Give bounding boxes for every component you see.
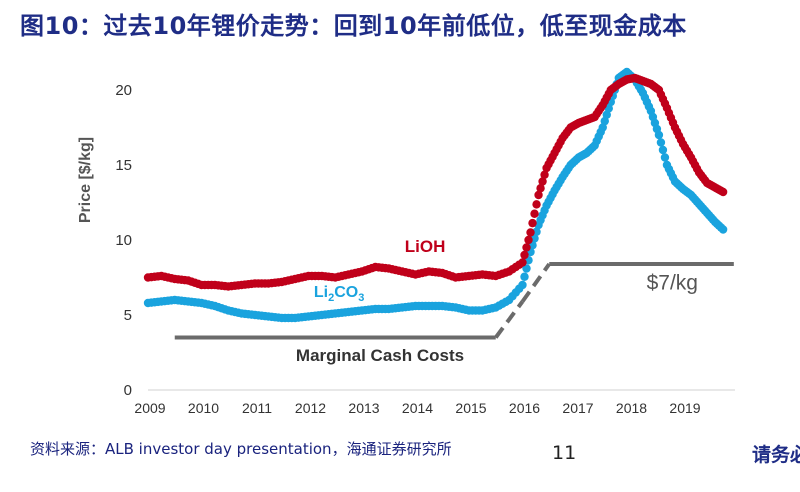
x-tick-label-2012: 2012 [295, 400, 326, 416]
cost-line-segment [494, 300, 525, 339]
y-axis-label: Price [$/kg] [77, 137, 94, 223]
cost-value-label: $7/kg [647, 272, 698, 295]
y-tick-label-20: 20 [115, 82, 132, 99]
lioh-label: LiOH [405, 237, 446, 256]
y-axis-ticks: 0 5 10 15 20 [115, 82, 132, 399]
x-tick-label-2016: 2016 [509, 400, 540, 416]
li2co3-point [522, 264, 531, 273]
x-tick-label-2018: 2018 [616, 400, 647, 416]
page-title: 图10：过去10年锂价走势：回到10年前低位，低至现金成本 [20, 12, 687, 40]
y-tick-label-5: 5 [124, 307, 132, 324]
li2co3-point [602, 110, 611, 119]
footer-notice: 请务必 [752, 444, 800, 466]
y-tick-label-10: 10 [115, 232, 132, 249]
lioh-point [520, 250, 529, 260]
lioh-point [530, 209, 539, 218]
li2co3-point [600, 116, 609, 126]
li2co3-point [520, 272, 529, 281]
lioh-point [534, 190, 543, 200]
source-note: 资料来源：ALB investor day presentation，海通证券研… [30, 440, 452, 458]
lioh-point [528, 218, 537, 228]
x-tick-label-2011: 2011 [242, 400, 272, 416]
lioh-point [522, 243, 531, 252]
y-tick-label-0: 0 [124, 382, 132, 399]
x-tick-label-2017: 2017 [562, 400, 593, 416]
lioh-point [524, 235, 533, 245]
li2co3-label-sub: 3 [358, 292, 364, 304]
li2co3-point [656, 138, 666, 147]
x-tick-label-2019: 2019 [669, 400, 700, 416]
cost-line-label: Marginal Cash Costs [296, 346, 464, 365]
x-axis-ticks: 2009 2010 2011 2012 2013 2014 2015 2016 2017 2018… [134, 400, 700, 416]
lioh-point [532, 200, 541, 209]
x-tick-label-2015: 2015 [455, 400, 486, 416]
lioh-point [718, 187, 728, 197]
x-tick-label-2009: 2009 [134, 400, 165, 416]
lioh-point [536, 184, 545, 193]
chart-annotations: LiOH Li2CO3 $7/kg [314, 237, 698, 304]
page-number: 11 [552, 442, 577, 464]
x-tick-label-2013: 2013 [348, 400, 379, 416]
lioh-point [518, 258, 527, 267]
li2co3-label-sub: 2 [328, 292, 334, 304]
lioh-point [526, 228, 535, 237]
x-tick-label-2010: 2010 [188, 400, 219, 416]
li2co3-series [143, 67, 728, 323]
li2co3-point [660, 153, 670, 162]
li2co3-point [598, 123, 607, 132]
y-tick-label-15: 15 [115, 157, 132, 174]
cost-line-segment [520, 262, 551, 303]
li2co3-point [518, 280, 527, 290]
marginal-cash-cost-series: Marginal Cash Costs [174, 262, 734, 365]
lioh-point [538, 177, 547, 186]
li2co3-label: Li2CO3 [314, 284, 364, 304]
lioh-point [540, 170, 549, 179]
li2co3-label-part: CO [334, 284, 358, 301]
li2co3-point [658, 145, 668, 155]
x-tick-label-2014: 2014 [402, 400, 433, 416]
li2co3-label-part: Li [314, 284, 328, 301]
lioh-series [143, 73, 728, 291]
li2co3-point [718, 225, 728, 234]
li2co3-point [654, 130, 664, 140]
